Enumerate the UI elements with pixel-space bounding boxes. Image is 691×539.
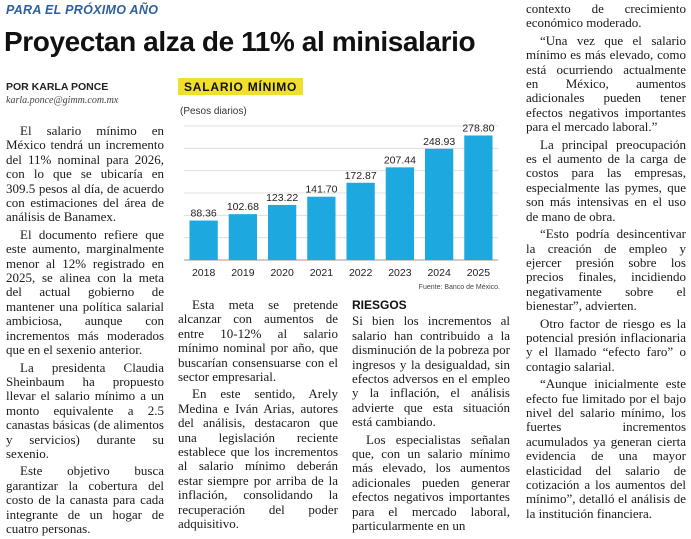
x-tick-label: 2025 xyxy=(467,267,491,279)
paragraph: Si bien los incrementos al salario han c… xyxy=(352,313,510,430)
bar xyxy=(307,196,336,260)
paragraph: “Aunque inicialmente este efecto fue lim… xyxy=(526,376,686,521)
paragraph: Los especialistas señalan que, con un sa… xyxy=(352,431,510,534)
paragraph: La presidenta Claudia Sheinbaum ha propu… xyxy=(6,359,164,461)
salary-bar-chart: 88.36 2018 102.68 2019 123.22 2020 141.70 2021 1… xyxy=(184,122,498,279)
paragraph-continued: contexto de crecimiento económico modera… xyxy=(526,1,686,31)
paragraph: El documento refiere que este aumento, m… xyxy=(6,226,164,358)
section-kicker: PARA EL PRÓXIMO AÑO xyxy=(6,3,159,17)
section-heading-riesgos: RIESGOS xyxy=(352,298,407,312)
paragraph: El salario mínimo en México tendrá un in… xyxy=(6,123,164,225)
data-label: 207.44 xyxy=(384,154,416,166)
data-label: 278.80 xyxy=(462,122,494,134)
paragraph: “Una vez que el salario mínimo es más el… xyxy=(526,32,686,135)
author-byline: POR KARLA PONCE xyxy=(6,81,109,93)
paragraph: “Esto podría desincentivar la creación d… xyxy=(526,226,686,314)
data-label: 123.22 xyxy=(266,192,298,204)
x-tick-label: 2023 xyxy=(388,267,412,279)
chart-source: Fuente: Banco de México. xyxy=(418,284,500,291)
data-label: 248.93 xyxy=(423,136,455,148)
x-tick-label: 2021 xyxy=(310,267,334,279)
bar xyxy=(189,220,218,260)
page-title: Proyectan alza de 11% al minisalario xyxy=(4,26,476,57)
x-tick-label: 2024 xyxy=(427,267,451,279)
author-email[interactable]: karla.ponce@gimm.com.mx xyxy=(6,95,119,106)
paragraph: Otro factor de riesgo es la potencial pr… xyxy=(526,315,686,374)
x-tick-label: 2019 xyxy=(231,267,255,279)
article-column-3: RIESGOS Si bien los incrementos al salar… xyxy=(352,298,510,537)
x-tick-label: 2022 xyxy=(349,267,373,279)
chart-unit-label: (Pesos diarios) xyxy=(180,106,247,117)
x-tick-label: 2020 xyxy=(270,267,294,279)
data-label: 102.68 xyxy=(227,201,259,213)
chart-title: SALARIO MÍNIMO xyxy=(178,78,304,95)
bar xyxy=(228,214,258,260)
bar xyxy=(267,204,297,260)
article-column-4: contexto de crecimiento económico modera… xyxy=(526,1,686,524)
bar xyxy=(424,148,454,260)
paragraph: La principal preocupación es el aumento … xyxy=(526,136,686,224)
paragraph: Esta meta se pretende alcanzar con aumen… xyxy=(178,297,338,385)
data-label: 141.70 xyxy=(305,184,337,196)
article-column-2: Esta meta se pretende alcanzar con aumen… xyxy=(178,297,338,535)
bar xyxy=(346,182,375,260)
data-label: 88.36 xyxy=(190,208,216,220)
paragraph: Este objetivo busca garantizar la cobert… xyxy=(6,463,164,536)
bar xyxy=(385,167,415,260)
article-column-1: El salario mínimo en México tendrá un in… xyxy=(6,123,164,539)
x-tick-label: 2018 xyxy=(192,267,216,279)
paragraph: En este sentido, Arely Medina e Iván Ari… xyxy=(178,386,338,532)
data-label: 172.87 xyxy=(345,170,377,182)
bar xyxy=(464,135,493,260)
